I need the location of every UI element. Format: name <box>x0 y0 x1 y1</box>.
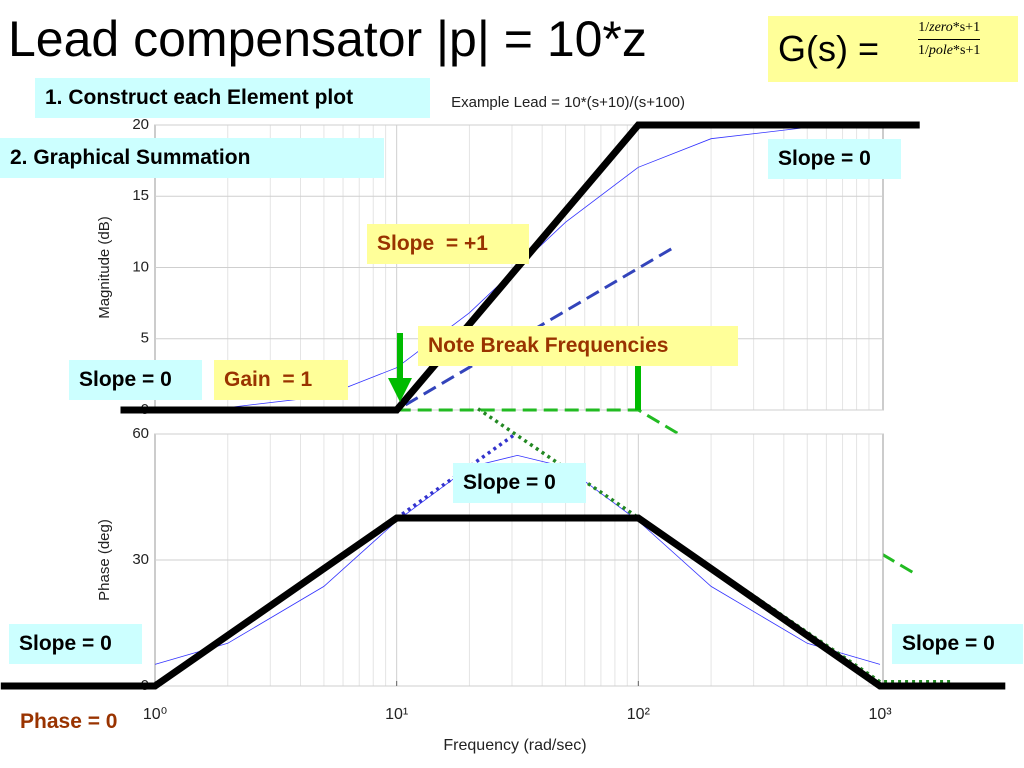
y-axis-label: Magnitude (dB) <box>96 216 113 319</box>
chart-title: Example Lead = 10*(s+10)/(s+100) <box>451 94 685 111</box>
x-tick-label: 10¹ <box>385 706 408 723</box>
num: zero <box>929 20 953 35</box>
y-tick-label: 15 <box>132 187 149 204</box>
callout: Slope = 0 <box>453 463 586 503</box>
num: *s+1 <box>952 20 981 35</box>
x-tick-label: 10³ <box>868 706 892 723</box>
callout: Slope = 0 <box>768 139 901 179</box>
x-tick-label: 10² <box>627 706 651 723</box>
callout: 1. Construct each Element plot <box>35 78 430 118</box>
callout: Gain = 1 <box>214 360 348 400</box>
series-line <box>154 454 881 665</box>
formula-lhs: G(s) = <box>778 28 880 69</box>
y-axis-label: Phase (deg) <box>96 519 113 601</box>
y-tick-label: 30 <box>132 551 149 568</box>
callout: 2. Graphical Summation <box>0 138 384 178</box>
callout: Phase = 0 <box>20 710 118 733</box>
y-tick-label: 5 <box>141 330 149 347</box>
callout: Slope = +1 <box>367 224 529 264</box>
y-tick-label: 10 <box>132 258 149 275</box>
callout: Slope = 0 <box>892 624 1023 664</box>
callout: Note Break Frequencies <box>418 326 738 366</box>
y-tick-label: 60 <box>132 425 149 442</box>
callout: Slope = 0 <box>69 360 202 400</box>
den: 1 <box>918 43 925 58</box>
y-tick-label: 20 <box>132 116 149 133</box>
slide-title: Lead compensator |p| = 10*z <box>8 11 647 67</box>
fraction: 1/zero*s+1 1/pole*s+1 <box>918 20 981 58</box>
x-tick-label: 10⁰ <box>143 706 167 723</box>
den: pole <box>928 43 953 58</box>
formula: G(s) = 1/zero*s+1 1/pole*s+1 <box>768 16 1018 82</box>
num: 1 <box>918 20 926 35</box>
den: *s+1 <box>953 43 981 58</box>
series-line <box>0 514 1006 690</box>
x-axis-label: Frequency (rad/sec) <box>443 737 586 754</box>
series-line <box>120 121 920 414</box>
callout: Slope = 0 <box>9 624 142 664</box>
